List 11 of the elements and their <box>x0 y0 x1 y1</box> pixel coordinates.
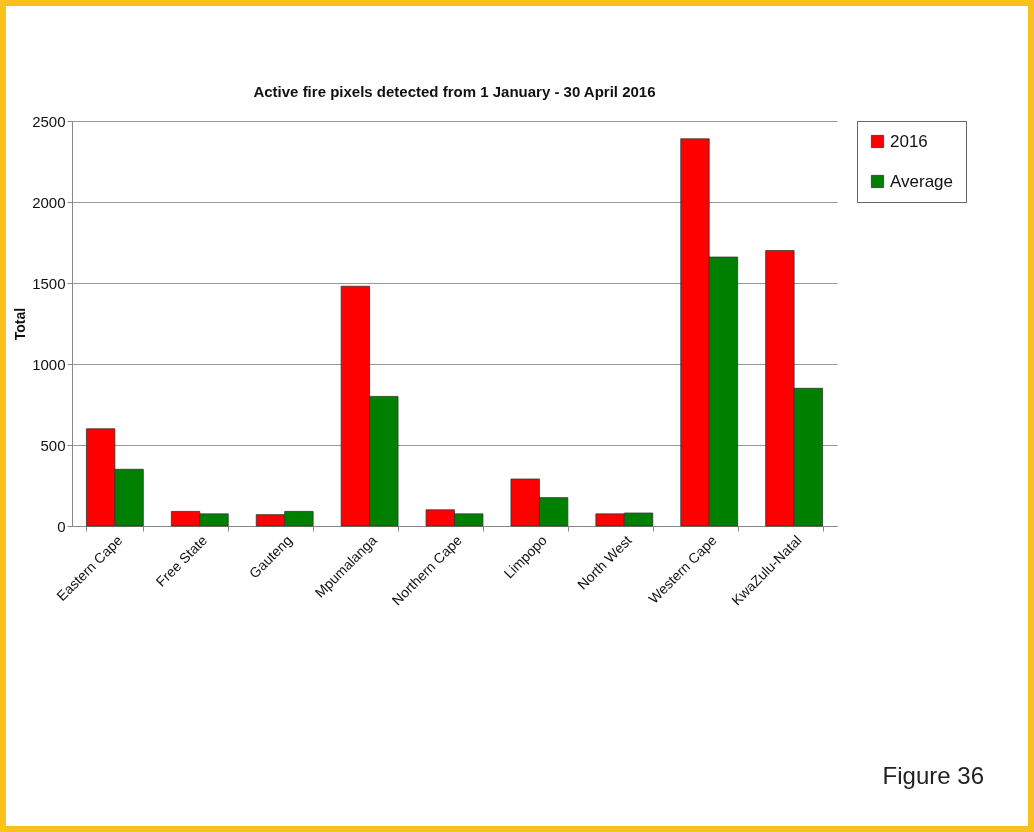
y-tick-label: 1500 <box>32 274 66 292</box>
legend-label: 2016 <box>890 131 928 151</box>
y-axis-title: Total <box>12 307 29 341</box>
y-tick-label: 1000 <box>32 355 66 373</box>
y-tick-label: 0 <box>57 517 66 535</box>
legend-label: Average <box>890 171 954 191</box>
chart-title: Active fire pixels detected from 1 January - 30 April 2016 <box>253 83 656 100</box>
y-tick-label: 2000 <box>32 193 66 211</box>
caption: Figure 36 <box>882 762 984 790</box>
y-tick-label: 2500 <box>32 112 66 130</box>
y-tick-label: 500 <box>40 436 66 454</box>
